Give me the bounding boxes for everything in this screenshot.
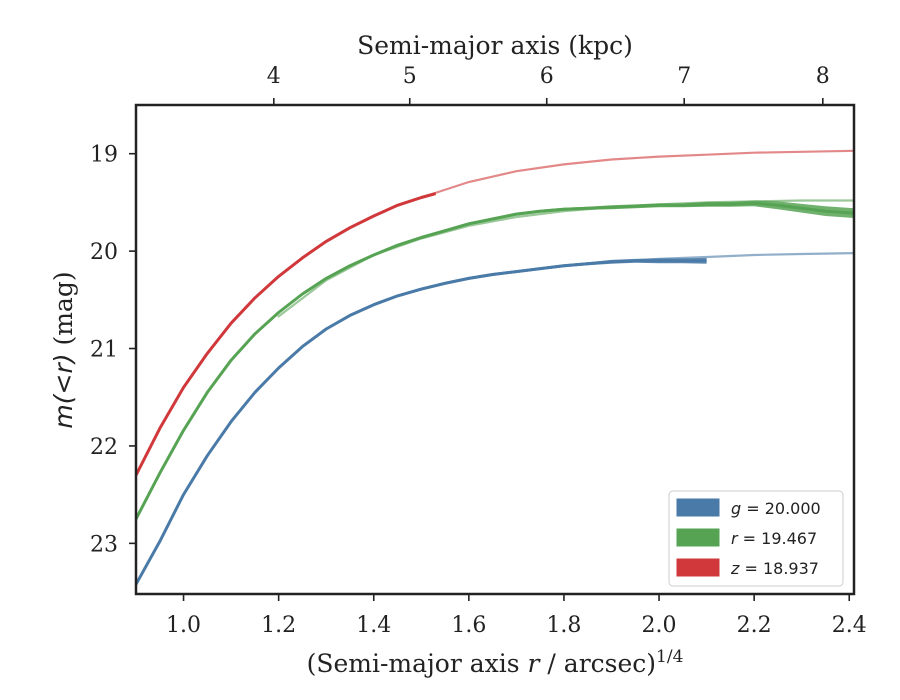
y-tick-label: 21 xyxy=(90,338,118,363)
x-axis-title-prefix: (Semi-major axis xyxy=(307,649,528,678)
top-tick-label: 4 xyxy=(267,64,281,89)
top-tick-label: 7 xyxy=(677,64,691,89)
legend-swatch-g xyxy=(676,498,720,517)
x-tick-label: 1.8 xyxy=(546,613,581,638)
y-axis-title: m(<r) (mag) xyxy=(49,271,78,428)
series-g-data-line xyxy=(134,259,707,586)
x-axis-title-var: r xyxy=(528,649,542,678)
legend-label-z: z = 18.937 xyxy=(730,559,819,578)
y-axis-title-math: m(<r) xyxy=(49,353,78,428)
legend-label-g: g = 20.000 xyxy=(731,499,821,518)
ticks-layer: 1.0 1.2 1.4 1.6 1.8 2.0 2.2 2.4 19 20 21 22 23 4 5 6 7 8 xyxy=(90,64,867,638)
x-tick-label: 2.0 xyxy=(642,613,677,638)
legend-band-value: = 20.000 xyxy=(741,499,821,518)
y-axis-title-suffix: (mag) xyxy=(49,271,78,353)
y-tick-label: 19 xyxy=(90,143,118,168)
plot-frame xyxy=(134,103,856,596)
x-axis-title-superscript: 1/4 xyxy=(656,647,683,667)
series-g-band xyxy=(136,257,707,586)
legend-swatch-z xyxy=(676,558,720,577)
legend-band-symbol: g xyxy=(731,499,741,518)
series-r-data-line xyxy=(134,201,855,520)
y-tick-label: 20 xyxy=(90,240,118,265)
top-tick-label: 8 xyxy=(816,64,830,89)
legend-band-value: = 18.937 xyxy=(739,559,819,578)
y-tick-label: 23 xyxy=(90,532,118,557)
legend-band-symbol: r xyxy=(731,529,739,548)
top-tick-label: 5 xyxy=(403,64,417,89)
x-tick-label: 1.2 xyxy=(261,613,296,638)
x-tick-label: 2.2 xyxy=(737,613,772,638)
legend-band-value: = 19.467 xyxy=(738,529,818,548)
x-axis-title-suffix: / arcsec) xyxy=(539,649,656,678)
x-tick-label: 2.4 xyxy=(832,613,867,638)
series-z-model-line xyxy=(420,149,856,199)
series-r-band xyxy=(136,200,854,521)
top-tick-label: 6 xyxy=(540,64,554,89)
y-tick-label: 22 xyxy=(90,435,118,460)
legend-band-symbol: z xyxy=(730,559,740,578)
top-axis-title: Semi-major axis (kpc) xyxy=(357,31,633,60)
series-z-data-line xyxy=(134,192,436,476)
legend-label-r: r = 19.467 xyxy=(731,529,817,548)
series-layer xyxy=(134,149,856,586)
legend-swatch-r xyxy=(676,528,720,547)
x-tick-label: 1.6 xyxy=(451,613,486,638)
x-axis-title: (Semi-major axis r / arcsec)1/4 xyxy=(307,647,684,678)
x-tick-label: 1.4 xyxy=(356,613,391,638)
x-tick-label: 1.0 xyxy=(166,613,201,638)
